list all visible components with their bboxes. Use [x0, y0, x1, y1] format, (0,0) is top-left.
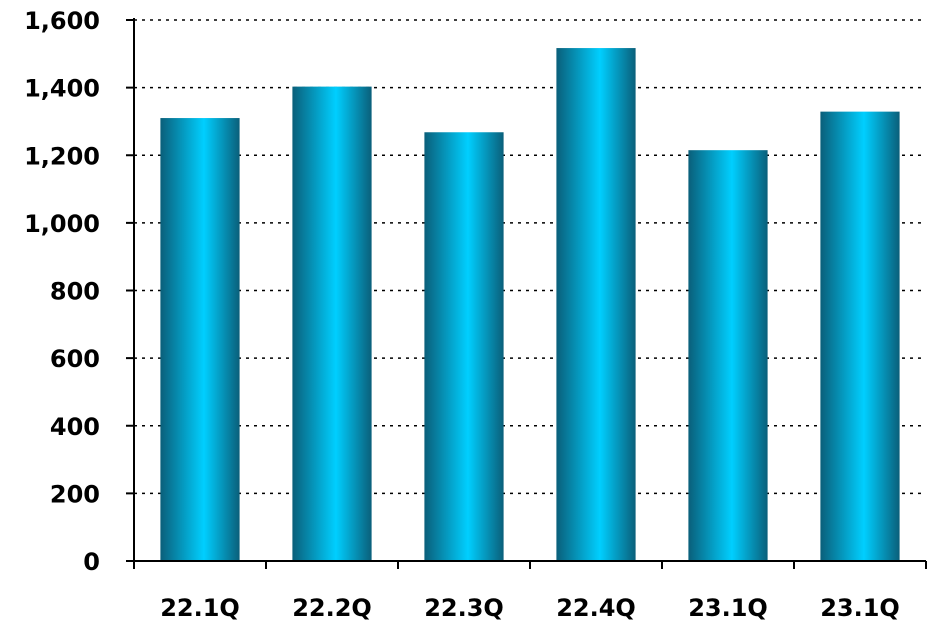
grid-lines — [134, 19, 926, 495]
y-tick-label: 1,000 — [24, 210, 100, 238]
y-tick-label: 1,200 — [24, 142, 100, 170]
x-tick-label: 23.1Q — [688, 594, 768, 620]
y-tick-label: 1,400 — [24, 75, 100, 103]
x-tick-labels: 22.1Q 22.2Q 22.3Q 22.4Q 23.1Q 23.1Q — [160, 594, 900, 620]
y-tick-label: 800 — [50, 278, 100, 306]
bar-1 — [160, 118, 240, 562]
x-tick-label: 22.2Q — [292, 594, 372, 620]
x-tick-label: 22.3Q — [424, 594, 504, 620]
bar-4 — [556, 48, 636, 561]
bars — [160, 48, 900, 562]
y-tick-label: 0 — [83, 548, 100, 576]
y-tick-label: 1,600 — [24, 7, 100, 35]
bar-2 — [292, 86, 372, 561]
y-tick-label: 200 — [50, 480, 100, 508]
bar-6 — [820, 111, 900, 562]
axes — [126, 18, 927, 569]
x-tick-label: 23.1Q — [820, 594, 900, 620]
x-tick-label: 22.1Q — [160, 594, 240, 620]
bar-5 — [688, 150, 768, 561]
x-tick-label: 22.4Q — [556, 594, 636, 620]
y-tick-label: 600 — [50, 345, 100, 373]
y-tick-label: 400 — [50, 413, 100, 441]
y-tick-labels: 0 200 400 600 800 1,000 1,200 1,400 1,600 — [24, 7, 100, 576]
bar-3 — [424, 132, 504, 561]
